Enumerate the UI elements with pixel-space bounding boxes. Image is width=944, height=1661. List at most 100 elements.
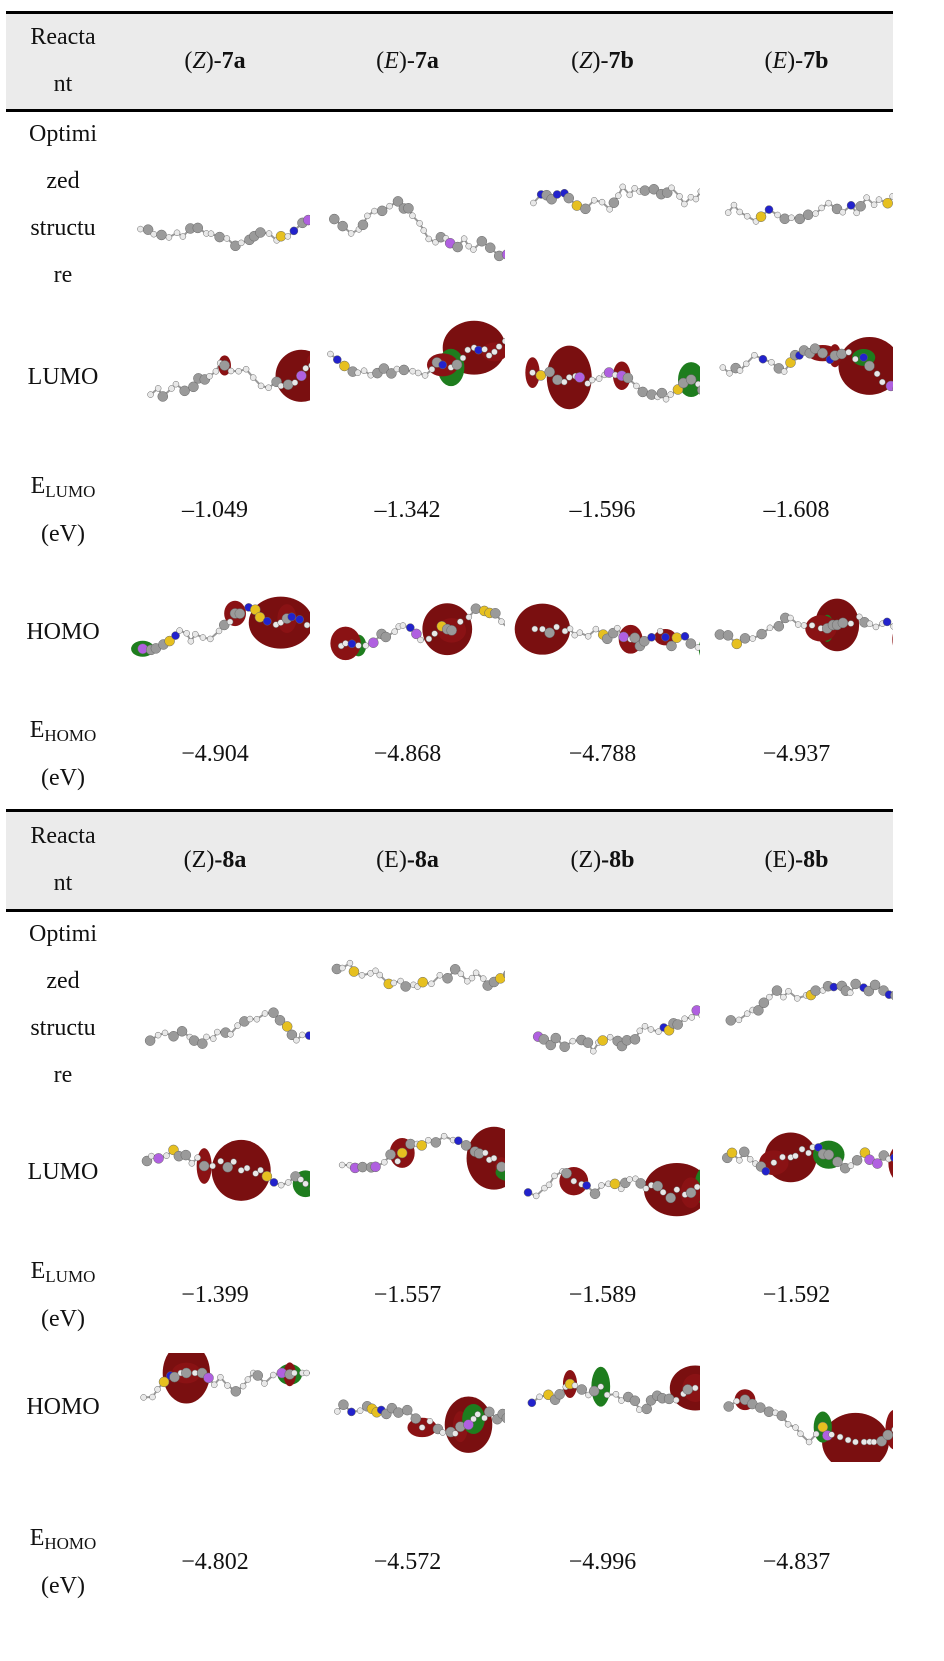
text-run: )- [205, 47, 222, 74]
text-run: ( [764, 47, 773, 74]
orbital-image [719, 337, 893, 395]
text-run: Z [579, 47, 593, 74]
text-run: Reacta [30, 24, 96, 50]
text-line: re [54, 1052, 73, 1099]
text-run: LUMO [27, 364, 99, 390]
text-run: -8b [795, 846, 829, 873]
molecule-image [144, 1007, 310, 1049]
energy-value: –1.596 [505, 455, 700, 565]
orbital-image [514, 603, 700, 656]
text-line: LUMO [28, 1149, 99, 1196]
energy-value: –1.608 [700, 455, 893, 565]
energy-value: −4.868 [310, 700, 505, 808]
text-line: EHOMO [30, 1515, 97, 1563]
text-run: -8a [214, 846, 247, 873]
molecule-image [137, 214, 310, 252]
value: −1.589 [568, 1281, 637, 1308]
text-line: (E)-7b [764, 38, 828, 85]
text-run: HOMO [44, 1534, 97, 1553]
molecule-image [724, 193, 893, 225]
value: –1.608 [763, 496, 830, 523]
text-line: HOMO [26, 1384, 99, 1431]
text-run: Reacta [30, 823, 96, 849]
row-label: EHOMO (eV) [6, 700, 120, 808]
molecule-image [725, 978, 893, 1026]
text-run: -8b [601, 846, 635, 873]
text-line: nt [54, 61, 73, 108]
text-run: E [29, 1525, 45, 1551]
energy-value: –1.049 [120, 455, 310, 565]
row-label: Optimi zed structu re [6, 910, 120, 1100]
text-run: )- [787, 47, 804, 74]
energy-value: −1.589 [505, 1245, 700, 1345]
text-run: (Z) [570, 846, 602, 873]
text-line: zed [46, 958, 79, 1005]
molecule-image [331, 959, 505, 992]
energy-value: −1.592 [700, 1245, 893, 1345]
text-run: ( [376, 47, 385, 74]
orbital-image [723, 1389, 893, 1462]
text-run: -8a [406, 846, 439, 873]
text-run: Optimi [28, 921, 97, 947]
energy-value: −4.837 [700, 1470, 893, 1655]
rule [6, 809, 893, 812]
text-line: (eV) [41, 1296, 85, 1343]
text-run: LUMO [45, 1266, 96, 1286]
compound-name: (Z)-7a [120, 12, 310, 110]
text-run: (eV) [41, 1573, 85, 1599]
text-line: (Z)-8a [184, 837, 247, 884]
text-run: nt [53, 71, 73, 97]
orbital-image [327, 320, 505, 387]
text-run: LUMO [45, 481, 96, 501]
text-run: HOMO [44, 725, 97, 745]
orbital-image [527, 1365, 700, 1415]
text-run: zed [46, 168, 80, 194]
rule [6, 11, 893, 14]
text-line: (E)-8a [376, 837, 439, 884]
text-run: Z [192, 47, 206, 74]
text-run: structu [30, 215, 96, 241]
text-run: (Z) [183, 846, 215, 873]
value: −4.904 [181, 740, 249, 767]
row-label: HOMO [6, 1345, 120, 1470]
text-run: HOMO [26, 619, 100, 645]
compound-name: (E)-8a [310, 810, 505, 910]
energy-value: −4.904 [120, 700, 310, 808]
compound-name: (E)-8b [700, 810, 893, 910]
row-label: EHOMO (eV) [6, 1470, 120, 1655]
compound-name: (Z)-8b [505, 810, 700, 910]
text-line: (E)-8b [765, 837, 829, 884]
molecule-image [530, 183, 700, 215]
value: −4.837 [762, 1549, 831, 1575]
value: −4.868 [373, 740, 442, 767]
text-line: (Z)-8b [571, 837, 635, 884]
row-label: ELUMO (eV) [6, 455, 120, 565]
text-line: structu [30, 1005, 95, 1052]
orbital-image [330, 603, 505, 661]
text-line: (eV) [41, 755, 85, 802]
text-run: (E) [764, 846, 796, 873]
energy-value: −4.788 [505, 700, 700, 808]
text-run: re [53, 262, 73, 288]
text-line: Optimi [29, 911, 97, 958]
orbital-image [714, 598, 893, 652]
energy-value: −4.996 [505, 1470, 700, 1655]
energy-value: –1.342 [310, 455, 505, 565]
text-run: nt [53, 870, 73, 896]
text-line: (Z)-7b [571, 38, 634, 85]
text-line: (Z)-7a [184, 38, 245, 85]
rule [6, 109, 893, 112]
text-line: nt [54, 860, 73, 907]
row-label: HOMO [6, 565, 120, 700]
text-line: Reacta [30, 14, 95, 61]
value: −1.557 [373, 1281, 442, 1308]
row-label: LUMO [6, 300, 120, 455]
text-run: 7b [803, 47, 829, 74]
text-run: 7a [221, 47, 246, 74]
energy-value: −1.557 [310, 1245, 505, 1345]
text-line: ELUMO [31, 1248, 96, 1296]
text-line: Reacta [30, 813, 95, 860]
text-run: )- [592, 47, 609, 74]
header-label: Reacta nt [6, 12, 120, 110]
